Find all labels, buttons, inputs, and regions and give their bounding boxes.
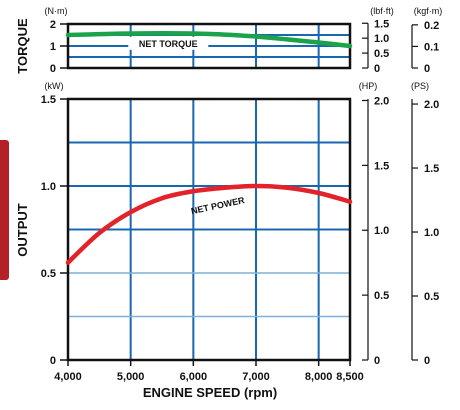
axis-labels: (N·m) (lbf·ft) (kgf·m) (kW) (HP) (PS) TO… (15, 6, 442, 400)
torque-unit-right-lbfft: (lbf·ft) (370, 6, 394, 16)
power-plot-frame (66, 97, 352, 362)
power-unit-right-hp: (HP) (359, 81, 378, 91)
series-label-net-torque: NET TORQUE (139, 39, 198, 49)
power-left-tick-label: 1.0 (41, 181, 56, 193)
power-left-tick-label: 0 (50, 355, 56, 367)
power-left-tick-label: 1.5 (41, 94, 56, 106)
x-tick-label: 5,000 (117, 371, 145, 383)
power-right1-tick-label: 1.5 (374, 160, 389, 172)
series-line-net-torque (65, 30, 353, 49)
side-tab (0, 140, 9, 280)
torque-right1-tick-label: 1.5 (374, 18, 389, 30)
power-right2-tick-label: 0 (424, 355, 430, 367)
power-right1-tick-label: 0.5 (374, 290, 389, 302)
power-right2-tick-label: 1.5 (424, 163, 439, 175)
series-line-net-power (65, 183, 353, 265)
torque-left-tick-label: 2 (50, 19, 56, 31)
power-right2-tick-label: 1.0 (424, 227, 439, 239)
torque-right1-tick-label: 0 (374, 63, 380, 75)
power-left-tick-label: 0.5 (41, 268, 56, 280)
power-grid (68, 99, 350, 360)
power-unit-left: (kW) (45, 81, 64, 91)
torque-left-tick-label: 1 (50, 41, 56, 53)
x-tick-label: 8,000 (305, 371, 333, 383)
output-axis-title: OUTPUT (15, 203, 30, 257)
torque-right1-tick-label: 1.0 (374, 33, 389, 45)
x-tick-label: 6,000 (180, 371, 208, 383)
power-right2-tick-label: 0.5 (424, 291, 439, 303)
torque-right2-tick-label: 0.2 (424, 20, 439, 32)
axis-ticks: 2 1 0 1.5 1.0 0.5 0 0.2 0.1 0 1.5 1.0 0.5 0 2.0 1.5 1.0 0… (41, 18, 440, 383)
torque-right2-tick-label: 0.1 (424, 41, 439, 53)
torque-right1-tick-label: 0.5 (374, 48, 389, 60)
series-label-net-power: NET POWER (190, 195, 246, 216)
x-tick-label: 4,000 (54, 371, 82, 383)
torque-grid (68, 24, 350, 68)
torque-right2-tick-label: 0 (424, 63, 430, 75)
power-right2-tick-label: 2.0 (424, 99, 439, 111)
torque-left-tick-label: 0 (50, 63, 56, 75)
power-right1-tick-label: 0 (374, 355, 380, 367)
curves (65, 30, 353, 265)
power-right1-tick-label: 1.0 (374, 225, 389, 237)
x-tick-label: 7,000 (242, 371, 270, 383)
x-tick-label: 8,500 (336, 371, 364, 383)
power-right1-tick-label: 2.0 (374, 95, 389, 107)
torque-label-background (128, 36, 209, 50)
torque-axis-title: TORQUE (15, 18, 30, 74)
torque-unit-right-kgfm: (kgf·m) (414, 6, 443, 16)
power-unit-right-ps: (PS) (411, 81, 429, 91)
torque-unit-left: (N·m) (45, 6, 68, 16)
x-axis-title: ENGINE SPEED (rpm) (143, 385, 277, 400)
